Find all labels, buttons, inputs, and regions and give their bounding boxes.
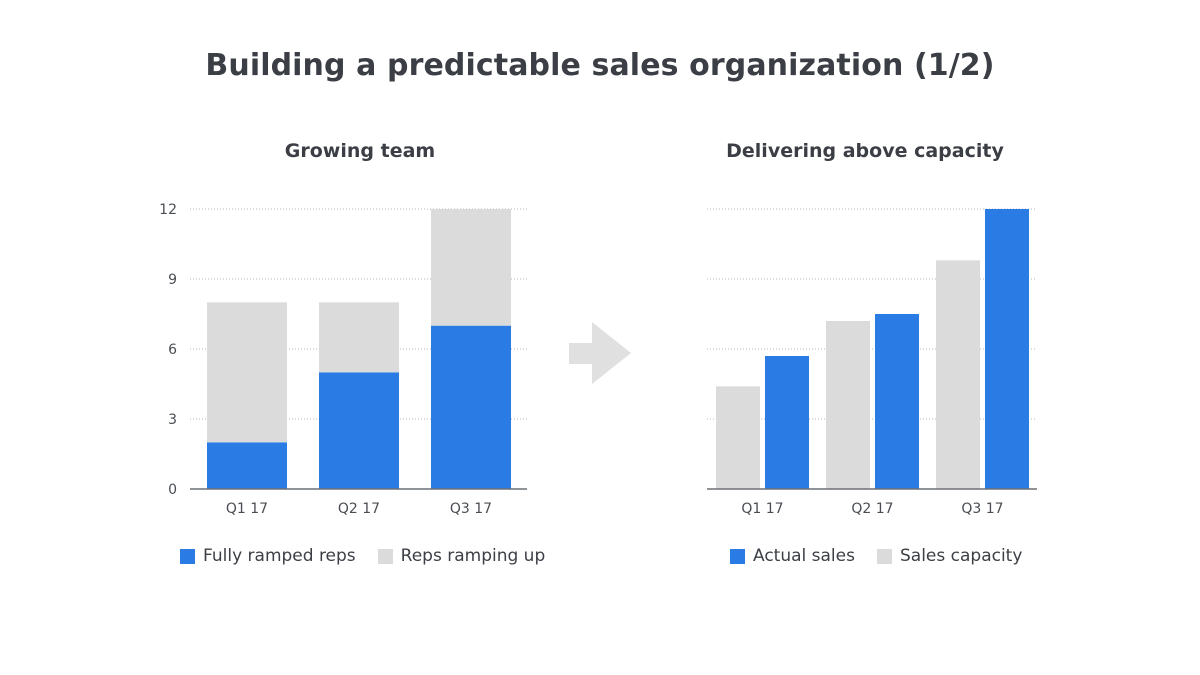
arrow-right-icon [569, 322, 631, 384]
legend-item-ramping-up: Reps ramping up [377, 546, 546, 566]
legend-label: Actual sales [753, 546, 855, 566]
x-tick-label: Q2 17 [851, 501, 893, 517]
legend-swatch-gray [876, 548, 892, 564]
x-tick-label: Q3 17 [450, 501, 492, 517]
bar-actual-sales [985, 209, 1029, 489]
y-tick-label: 3 [168, 412, 177, 428]
right-chart: Q1 17 Q2 17 Q3 17 [707, 208, 1037, 517]
left-chart: 0 3 6 9 12 Q1 17 Q2 17 Q3 17 [159, 202, 527, 517]
bar-ramping-up [319, 302, 399, 373]
bar-actual-sales [875, 314, 919, 489]
left-legend: Fully ramped reps Reps ramping up [180, 546, 567, 566]
right-legend: Actual sales Sales capacity [730, 546, 1044, 566]
right-chart-title: Delivering above capacity [726, 140, 1004, 162]
bar-sales-capacity [936, 260, 980, 489]
y-tick-label: 12 [159, 202, 177, 218]
legend-label: Sales capacity [899, 546, 1023, 566]
y-tick-label: 9 [168, 272, 177, 288]
legend-label: Reps ramping up [400, 546, 546, 566]
bar-ramping-up [207, 302, 287, 443]
bar-fully-ramped [431, 325, 511, 489]
y-tick-label: 0 [168, 482, 177, 498]
bar-sales-capacity [716, 386, 760, 489]
legend-swatch-blue [730, 548, 745, 564]
bar-fully-ramped [207, 442, 287, 489]
bar-fully-ramped [319, 372, 399, 489]
left-chart-title: Growing team [284, 140, 436, 162]
legend-item-actual-sales: Actual sales [730, 546, 855, 566]
x-tick-label: Q1 17 [226, 501, 268, 517]
x-tick-label: Q3 17 [961, 501, 1003, 517]
legend-swatch-blue [180, 548, 195, 564]
legend-label: Fully ramped reps [203, 546, 356, 566]
page-title: Building a predictable sales organizatio… [205, 48, 995, 83]
legend-swatch-gray [377, 548, 393, 564]
legend-item-sales-capacity: Sales capacity [876, 546, 1023, 566]
legend-item-fully-ramped: Fully ramped reps [180, 546, 356, 566]
bar-ramping-up [431, 209, 511, 326]
bar-sales-capacity [826, 321, 870, 489]
x-tick-label: Q1 17 [741, 501, 783, 517]
x-tick-label: Q2 17 [338, 501, 380, 517]
bar-actual-sales [765, 356, 809, 489]
y-tick-label: 6 [168, 342, 177, 358]
